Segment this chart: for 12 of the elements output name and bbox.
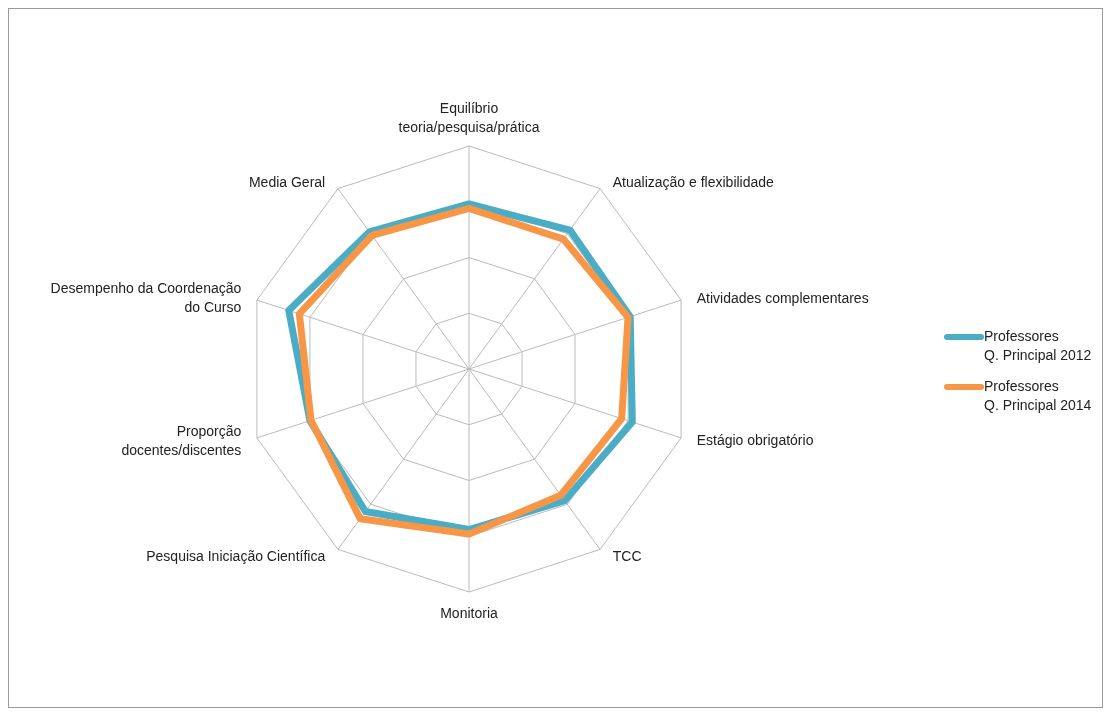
spoke-label: Monitoria — [440, 605, 498, 621]
spoke-label: Estágio obrigatório — [696, 432, 814, 449]
spoke-label: Atividades complementares — [696, 289, 869, 306]
spoke-label: TCC — [612, 547, 642, 564]
spoke-label: Proporção docentes/discentes — [121, 422, 242, 458]
spoke-label: Pesquisa Iniciação Científica — [146, 547, 326, 564]
spoke-label: Atualização e flexibilidade — [612, 174, 775, 191]
legend-label: Professores Q. Principal 2014 — [984, 377, 1092, 415]
spoke-label: Desempenho da Coordenação do Curso — [50, 280, 242, 316]
legend-label: Professores Q. Principal 2012 — [984, 327, 1092, 365]
spoke-label: Media Geral — [248, 174, 326, 191]
spoke-label: Equilíbrio teoria/pesquisa/prática — [398, 100, 540, 135]
